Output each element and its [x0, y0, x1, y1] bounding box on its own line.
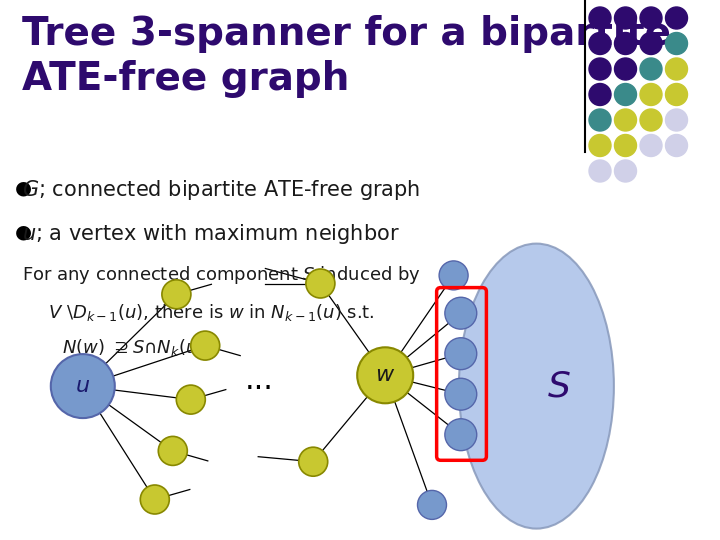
Circle shape [665, 58, 688, 80]
Circle shape [640, 84, 662, 105]
Circle shape [191, 331, 220, 360]
Circle shape [589, 58, 611, 80]
Circle shape [306, 269, 335, 298]
Text: $\it{w}$: $\it{w}$ [375, 365, 395, 386]
Circle shape [665, 84, 688, 105]
Circle shape [614, 7, 636, 29]
Circle shape [589, 7, 611, 29]
Circle shape [640, 7, 662, 29]
Text: $\it{V}$ $\backslash$$\it{D}$$_{k-1}$$\it{(u)}$, there is $\it{w}$ in $\it{N}$$_: $\it{V}$ $\backslash$$\it{D}$$_{k-1}$$\i… [48, 302, 374, 323]
Circle shape [445, 297, 477, 329]
Circle shape [439, 261, 468, 290]
Circle shape [589, 134, 611, 157]
Circle shape [140, 485, 169, 514]
Text: $\it{u}$; a vertex with maximum neighbor: $\it{u}$; a vertex with maximum neighbor [22, 222, 400, 246]
Text: Tree 3-spanner for a bipartite
ATE-free graph: Tree 3-spanner for a bipartite ATE-free … [22, 15, 671, 98]
Circle shape [445, 418, 477, 451]
Circle shape [162, 280, 191, 309]
Circle shape [357, 347, 413, 403]
Text: $\it{u}$: $\it{u}$ [76, 376, 90, 396]
Circle shape [640, 109, 662, 131]
Circle shape [589, 109, 611, 131]
Circle shape [614, 84, 636, 105]
Circle shape [589, 32, 611, 55]
Circle shape [589, 84, 611, 105]
Circle shape [158, 436, 187, 465]
Circle shape [51, 354, 114, 418]
Circle shape [640, 32, 662, 55]
Circle shape [665, 7, 688, 29]
Circle shape [589, 160, 611, 182]
Circle shape [640, 134, 662, 157]
Circle shape [176, 385, 205, 414]
Circle shape [614, 160, 636, 182]
Circle shape [665, 32, 688, 55]
Text: ...: ... [245, 366, 274, 395]
Circle shape [614, 32, 636, 55]
Text: $\it{S}$: $\it{S}$ [546, 369, 570, 403]
Circle shape [445, 378, 477, 410]
Circle shape [665, 134, 688, 157]
Ellipse shape [459, 244, 614, 529]
Circle shape [418, 490, 446, 519]
Circle shape [665, 109, 688, 131]
Circle shape [614, 134, 636, 157]
Text: $\it{G}$; connected bipartite ATE-free graph: $\it{G}$; connected bipartite ATE-free g… [22, 178, 420, 202]
Circle shape [614, 109, 636, 131]
Text: $\it{N(w)}$ $\supseteq$$\it{S}$$\cap$$\it{N}$$_{k}$$\it{(u)}$: $\it{N(w)}$ $\supseteq$$\it{S}$$\cap$$\i… [62, 337, 204, 358]
Circle shape [614, 58, 636, 80]
Text: ●: ● [15, 222, 32, 241]
Circle shape [640, 58, 662, 80]
Circle shape [445, 338, 477, 370]
Text: For any connected component $\it{S}$ induced by: For any connected component $\it{S}$ ind… [22, 264, 420, 286]
Circle shape [299, 447, 328, 476]
Text: ●: ● [15, 178, 32, 197]
